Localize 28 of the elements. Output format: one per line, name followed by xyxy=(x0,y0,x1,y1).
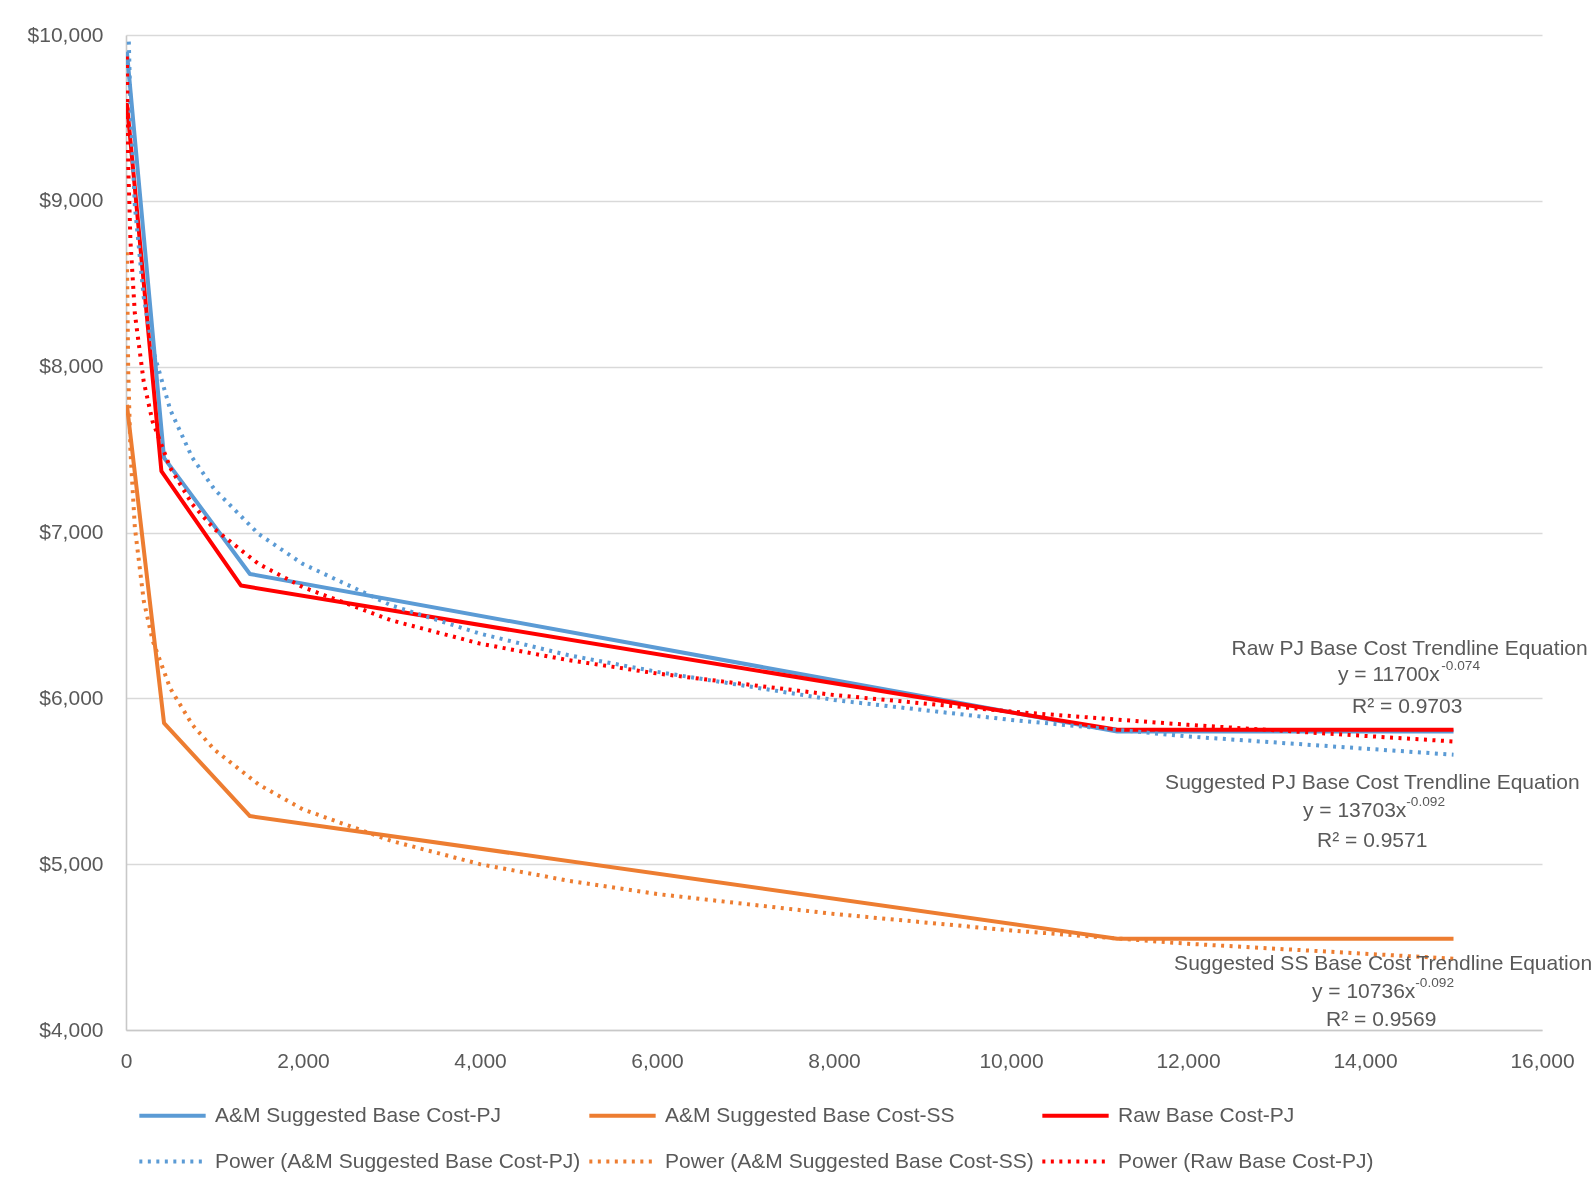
x-tick-label: 6,000 xyxy=(631,1048,684,1072)
y-tick-label: $8,000 xyxy=(39,354,104,378)
y-tick-label: $4,000 xyxy=(39,1017,104,1041)
legend-label: Power (A&M Suggested Base Cost-SS) xyxy=(665,1148,1034,1172)
y-tick-label: $9,000 xyxy=(39,188,104,212)
x-tick-label: 16,000 xyxy=(1510,1048,1575,1072)
x-tick-label: 14,000 xyxy=(1333,1048,1398,1072)
x-tick-label: 10,000 xyxy=(979,1048,1044,1072)
x-tick-label: 12,000 xyxy=(1156,1048,1221,1072)
x-tick-label: 4,000 xyxy=(454,1048,507,1072)
annotation: R² = 0.9571 xyxy=(1317,828,1428,851)
y-tick-label: $10,000 xyxy=(27,22,104,46)
y-tick-label: $7,000 xyxy=(39,520,104,543)
legend-label: A&M Suggested Base Cost-SS xyxy=(665,1102,955,1126)
legend-label: A&M Suggested Base Cost-PJ xyxy=(215,1102,501,1126)
x-tick-label: 0 xyxy=(120,1048,133,1072)
annotation: R² = 0.9703 xyxy=(1352,694,1463,717)
annotation: R² = 0.9569 xyxy=(1326,1007,1437,1030)
annotation: Raw PJ Base Cost Trendline Equation xyxy=(1231,636,1588,659)
annotation: Suggested PJ Base Cost Trendline Equation xyxy=(1165,770,1580,793)
y-tick-label: $6,000 xyxy=(39,685,104,709)
legend-label: Power (A&M Suggested Base Cost-PJ) xyxy=(215,1148,581,1172)
legend-label: Power (Raw Base Cost-PJ) xyxy=(1118,1148,1374,1172)
x-tick-label: 2,000 xyxy=(277,1048,330,1072)
y-tick-label: $5,000 xyxy=(39,851,104,875)
annotation: Suggested SS Base Cost Trendline Equation xyxy=(1174,951,1593,974)
x-tick-label: 8,000 xyxy=(808,1048,861,1072)
legend-label: Raw Base Cost-PJ xyxy=(1118,1102,1295,1126)
